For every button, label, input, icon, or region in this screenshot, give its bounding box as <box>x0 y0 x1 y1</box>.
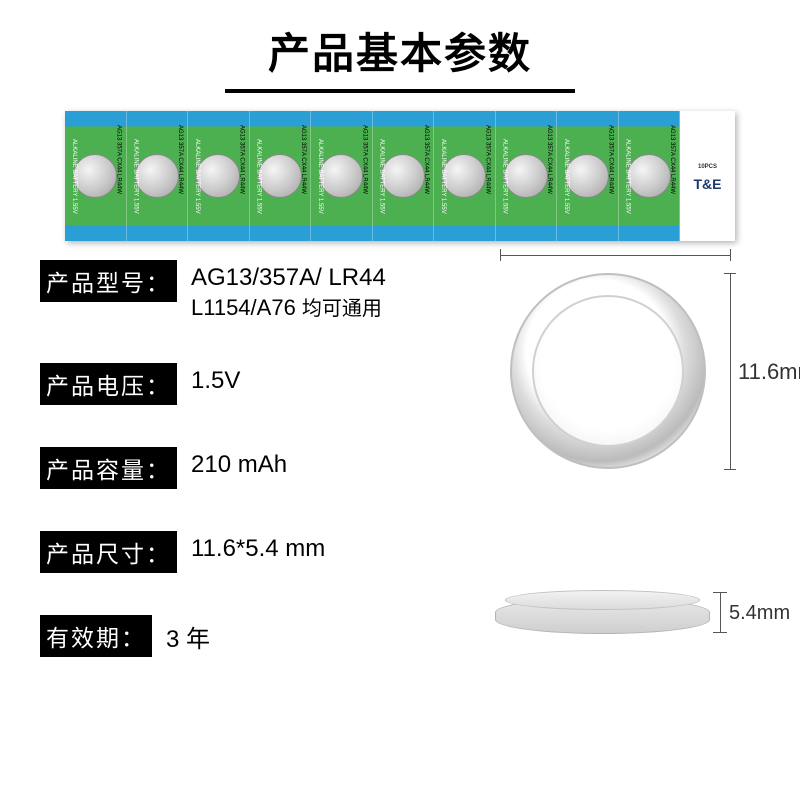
spec-label: 产品容量： <box>40 447 177 489</box>
dim-tick <box>713 632 727 633</box>
pack-side-text: ALKALINE BATTERY 1.55V <box>436 117 446 235</box>
pack-side-text: ALKALINE BATTERY 1.55V <box>559 117 569 235</box>
dim-tick <box>730 249 731 261</box>
spec-row: 有效期： 3 年 <box>40 615 500 657</box>
dim-line <box>720 592 721 632</box>
dim-tick <box>724 469 736 470</box>
spec-row: 产品电压： 1.5V <box>40 363 500 405</box>
spec-label: 产品型号： <box>40 260 177 302</box>
height-label: 5.4mm <box>729 602 790 625</box>
battery-cell: ALKALINE BATTERY 1.55V AG13 357A CX44 LR4… <box>373 111 435 241</box>
battery-cell: ALKALINE BATTERY 1.55V AG13 357A CX44 LR4… <box>619 111 681 241</box>
battery-cell: ALKALINE BATTERY 1.55V AG13 357A CX44 LR4… <box>250 111 312 241</box>
coin-cell-icon <box>381 154 425 198</box>
spec-row: 产品容量： 210 mAh <box>40 447 500 489</box>
battery-cell: ALKALINE BATTERY 1.55V AG13 357A CX44 LR4… <box>434 111 496 241</box>
spec-value-text: 11.6*5.4 mm <box>191 535 325 562</box>
pack-codes: AG13 357A CX44 LR44W <box>238 125 245 194</box>
pack-side-text: ALKALINE BATTERY 1.55V <box>190 117 200 235</box>
spec-value-text: 3 年 <box>166 626 210 653</box>
pack-codes: AG13 357A CX44 LR44W <box>484 125 491 194</box>
spec-label: 有效期： <box>40 615 152 657</box>
spec-value: 1.5V <box>177 363 240 395</box>
battery-ring-inner-icon <box>532 295 684 447</box>
spec-value-text: AG13/357A/ LR44 <box>191 264 386 291</box>
pack-codes: AG13 357A CX44 LR44W <box>668 125 675 194</box>
diameter-label: 11.6mm <box>738 359 800 385</box>
pack-side-text: ALKALINE BATTERY 1.55V <box>621 117 631 235</box>
battery-cell: ALKALINE BATTERY 1.55V AG13 357A CX44 LR4… <box>557 111 619 241</box>
battery-cell: ALKALINE BATTERY 1.55V AG13 357A CX44 LR4… <box>127 111 189 241</box>
coin-cell-icon <box>196 154 240 198</box>
pack-codes: AG13 357A CX44 LR44W <box>115 125 122 194</box>
battery-cell: ALKALINE BATTERY 1.55V AG13 357A CX44 LR4… <box>311 111 373 241</box>
spec-value: 210 mAh <box>177 447 287 479</box>
coin-cell-icon <box>319 154 363 198</box>
spec-list: 产品型号：AG13/357A/ LR44L1154/A76 均可通用产品电压：1… <box>40 260 500 699</box>
coin-cell-icon <box>73 154 117 198</box>
spec-value-text: 210 mAh <box>191 451 287 478</box>
pack-side-text: ALKALINE BATTERY 1.55V <box>67 117 77 235</box>
coin-cell-icon <box>565 154 609 198</box>
spec-value: 3 年 <box>152 615 210 654</box>
top-view-diagram: 11.6mm <box>500 255 770 475</box>
spec-label: 产品电压： <box>40 363 177 405</box>
dim-line <box>500 255 730 256</box>
spec-value: 11.6*5.4 mm <box>177 531 325 563</box>
page-title: 产品基本参数 <box>0 0 800 81</box>
battery-side-top-icon <box>505 590 700 610</box>
battery-cell: ALKALINE BATTERY 1.55V AG13 357A CX44 LR4… <box>496 111 558 241</box>
spec-row: 产品型号：AG13/357A/ LR44L1154/A76 均可通用 <box>40 260 500 321</box>
pcs-label: 10PCS <box>698 164 717 170</box>
pack-side-text: ALKALINE BATTERY 1.55V <box>498 117 508 235</box>
pack-side-text: ALKALINE BATTERY 1.55V <box>252 117 262 235</box>
pack-codes: AG13 357A CX44 LR44W <box>545 125 552 194</box>
spec-note: 均可通用 <box>302 298 382 320</box>
title-underline <box>225 89 575 93</box>
pack-side-text: ALKALINE BATTERY 1.55V <box>129 117 139 235</box>
side-view-diagram: 5.4mm <box>495 570 775 650</box>
dim-tick <box>500 249 501 261</box>
pack-codes: AG13 357A CX44 LR44W <box>607 125 614 194</box>
coin-cell-icon <box>627 154 671 198</box>
coin-cell-icon <box>442 154 486 198</box>
dim-tick <box>724 273 736 274</box>
pack-side-text: ALKALINE BATTERY 1.55V <box>375 117 385 235</box>
spec-value-line2: L1154/A76 均可通用 <box>191 292 386 321</box>
coin-cell-icon <box>504 154 548 198</box>
brand-tab: 10PCS T&E <box>680 111 735 241</box>
battery-cell: ALKALINE BATTERY 1.55V AG13 357A CX44 LR4… <box>188 111 250 241</box>
pack-codes: AG13 357A CX44 LR44W <box>176 125 183 194</box>
pack-side-text: ALKALINE BATTERY 1.55V <box>313 117 323 235</box>
battery-pack-image: ALKALINE BATTERY 1.55V AG13 357A CX44 LR4… <box>65 111 735 241</box>
spec-value-text: 1.5V <box>191 367 240 394</box>
pack-codes: AG13 357A CX44 LR44W <box>422 125 429 194</box>
spec-label: 产品尺寸： <box>40 531 177 573</box>
spec-value: AG13/357A/ LR44L1154/A76 均可通用 <box>177 260 386 321</box>
coin-cell-icon <box>135 154 179 198</box>
pack-codes: AG13 357A CX44 LR44W <box>361 125 368 194</box>
brand-logo: T&E <box>694 176 722 192</box>
battery-cell: ALKALINE BATTERY 1.55V AG13 357A CX44 LR4… <box>65 111 127 241</box>
coin-cell-icon <box>258 154 302 198</box>
pack-codes: AG13 357A CX44 LR44W <box>299 125 306 194</box>
spec-row: 产品尺寸： 11.6*5.4 mm <box>40 531 500 573</box>
dim-line <box>730 273 731 469</box>
